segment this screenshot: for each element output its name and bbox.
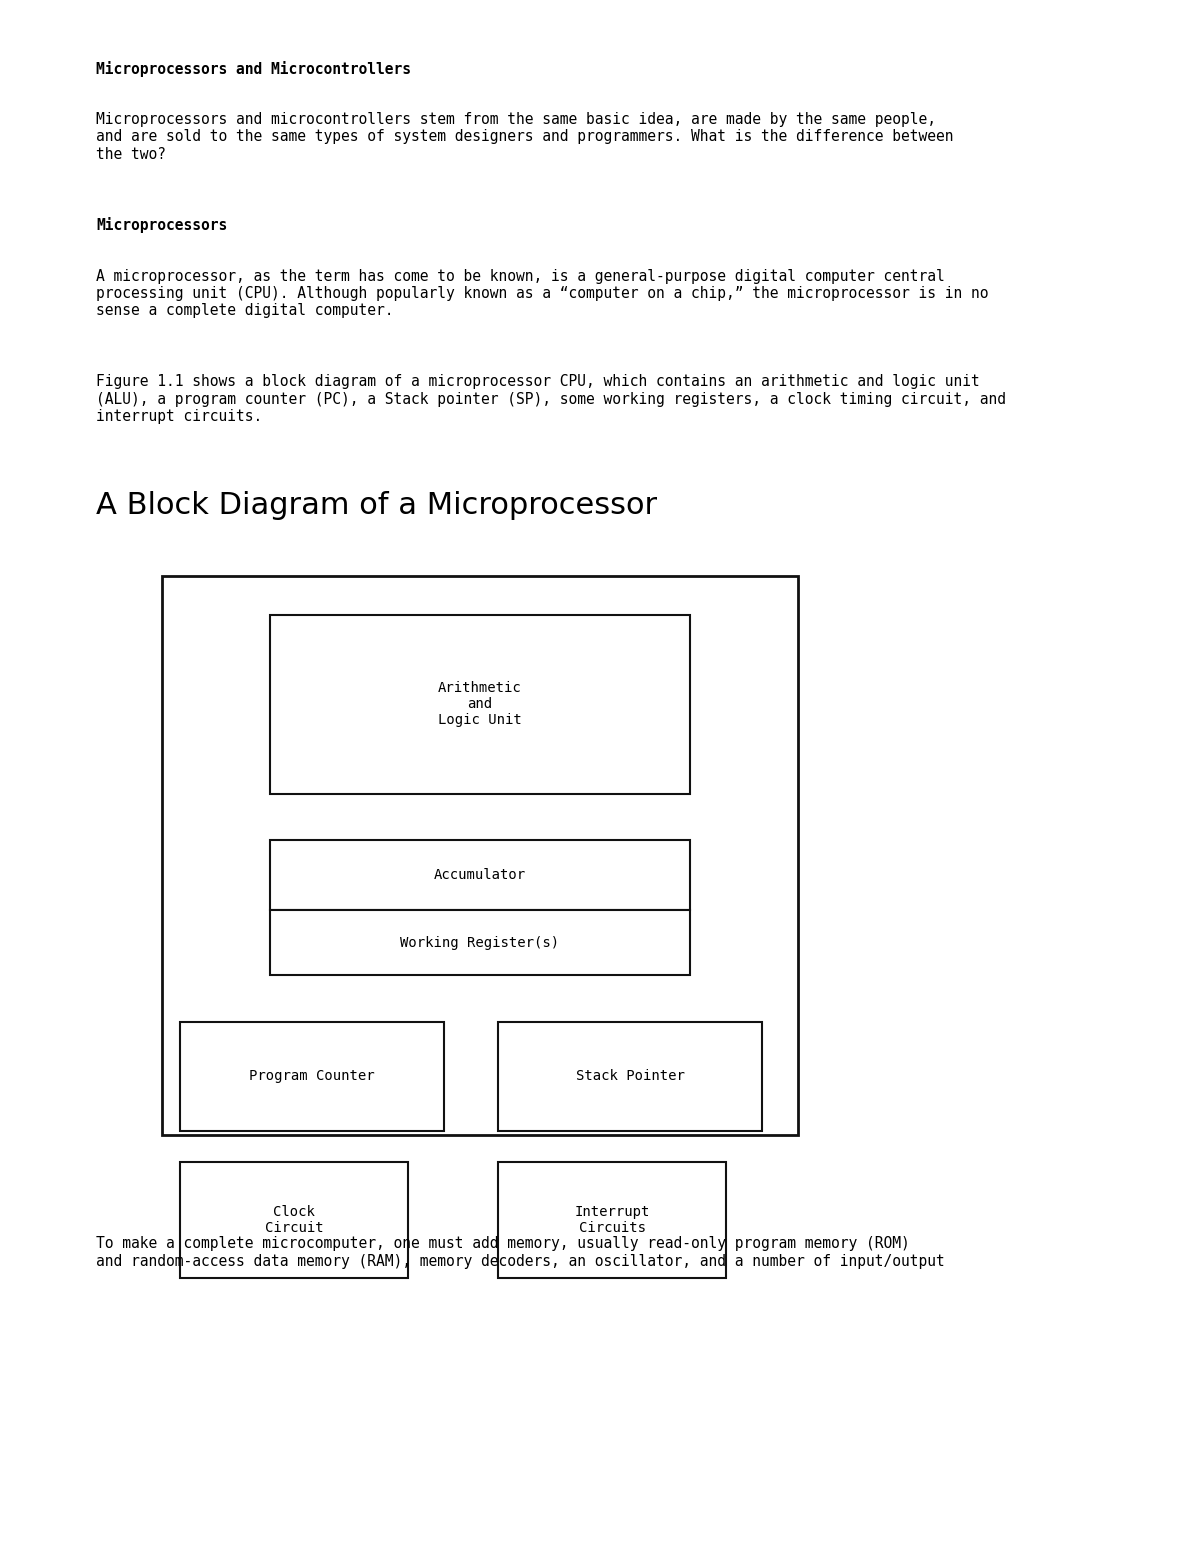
Text: Microprocessors and Microcontrollers: Microprocessors and Microcontrollers (96, 61, 410, 76)
Text: A Block Diagram of a Microprocessor: A Block Diagram of a Microprocessor (96, 491, 658, 520)
Text: Program Counter: Program Counter (250, 1068, 374, 1084)
Text: Clock
Circuit: Clock Circuit (265, 1205, 323, 1235)
Bar (498, 1162, 726, 1278)
Text: Figure 1.1 shows a block diagram of a microprocessor CPU, which contains an arit: Figure 1.1 shows a block diagram of a mi… (96, 374, 1006, 424)
Bar (270, 840, 690, 910)
Text: Microprocessors: Microprocessors (96, 217, 227, 233)
Text: Arithmetic
and
Logic Unit: Arithmetic and Logic Unit (438, 682, 522, 727)
Bar (270, 615, 690, 794)
Text: Microprocessors and microcontrollers stem from the same basic idea, are made by : Microprocessors and microcontrollers ste… (96, 112, 954, 162)
Text: Accumulator: Accumulator (434, 868, 526, 882)
Bar (498, 1022, 762, 1131)
Text: Interrupt
Circuits: Interrupt Circuits (575, 1205, 649, 1235)
Bar (270, 910, 690, 975)
Text: Working Register(s): Working Register(s) (401, 935, 559, 950)
Text: A microprocessor, as the term has come to be known, is a general-purpose digital: A microprocessor, as the term has come t… (96, 269, 989, 318)
Bar (180, 1162, 408, 1278)
Bar (180, 1022, 444, 1131)
Text: Stack Pointer: Stack Pointer (576, 1068, 684, 1084)
Bar (162, 576, 798, 1135)
Text: To make a complete microcomputer, one must add memory, usually read-only program: To make a complete microcomputer, one mu… (96, 1236, 944, 1269)
